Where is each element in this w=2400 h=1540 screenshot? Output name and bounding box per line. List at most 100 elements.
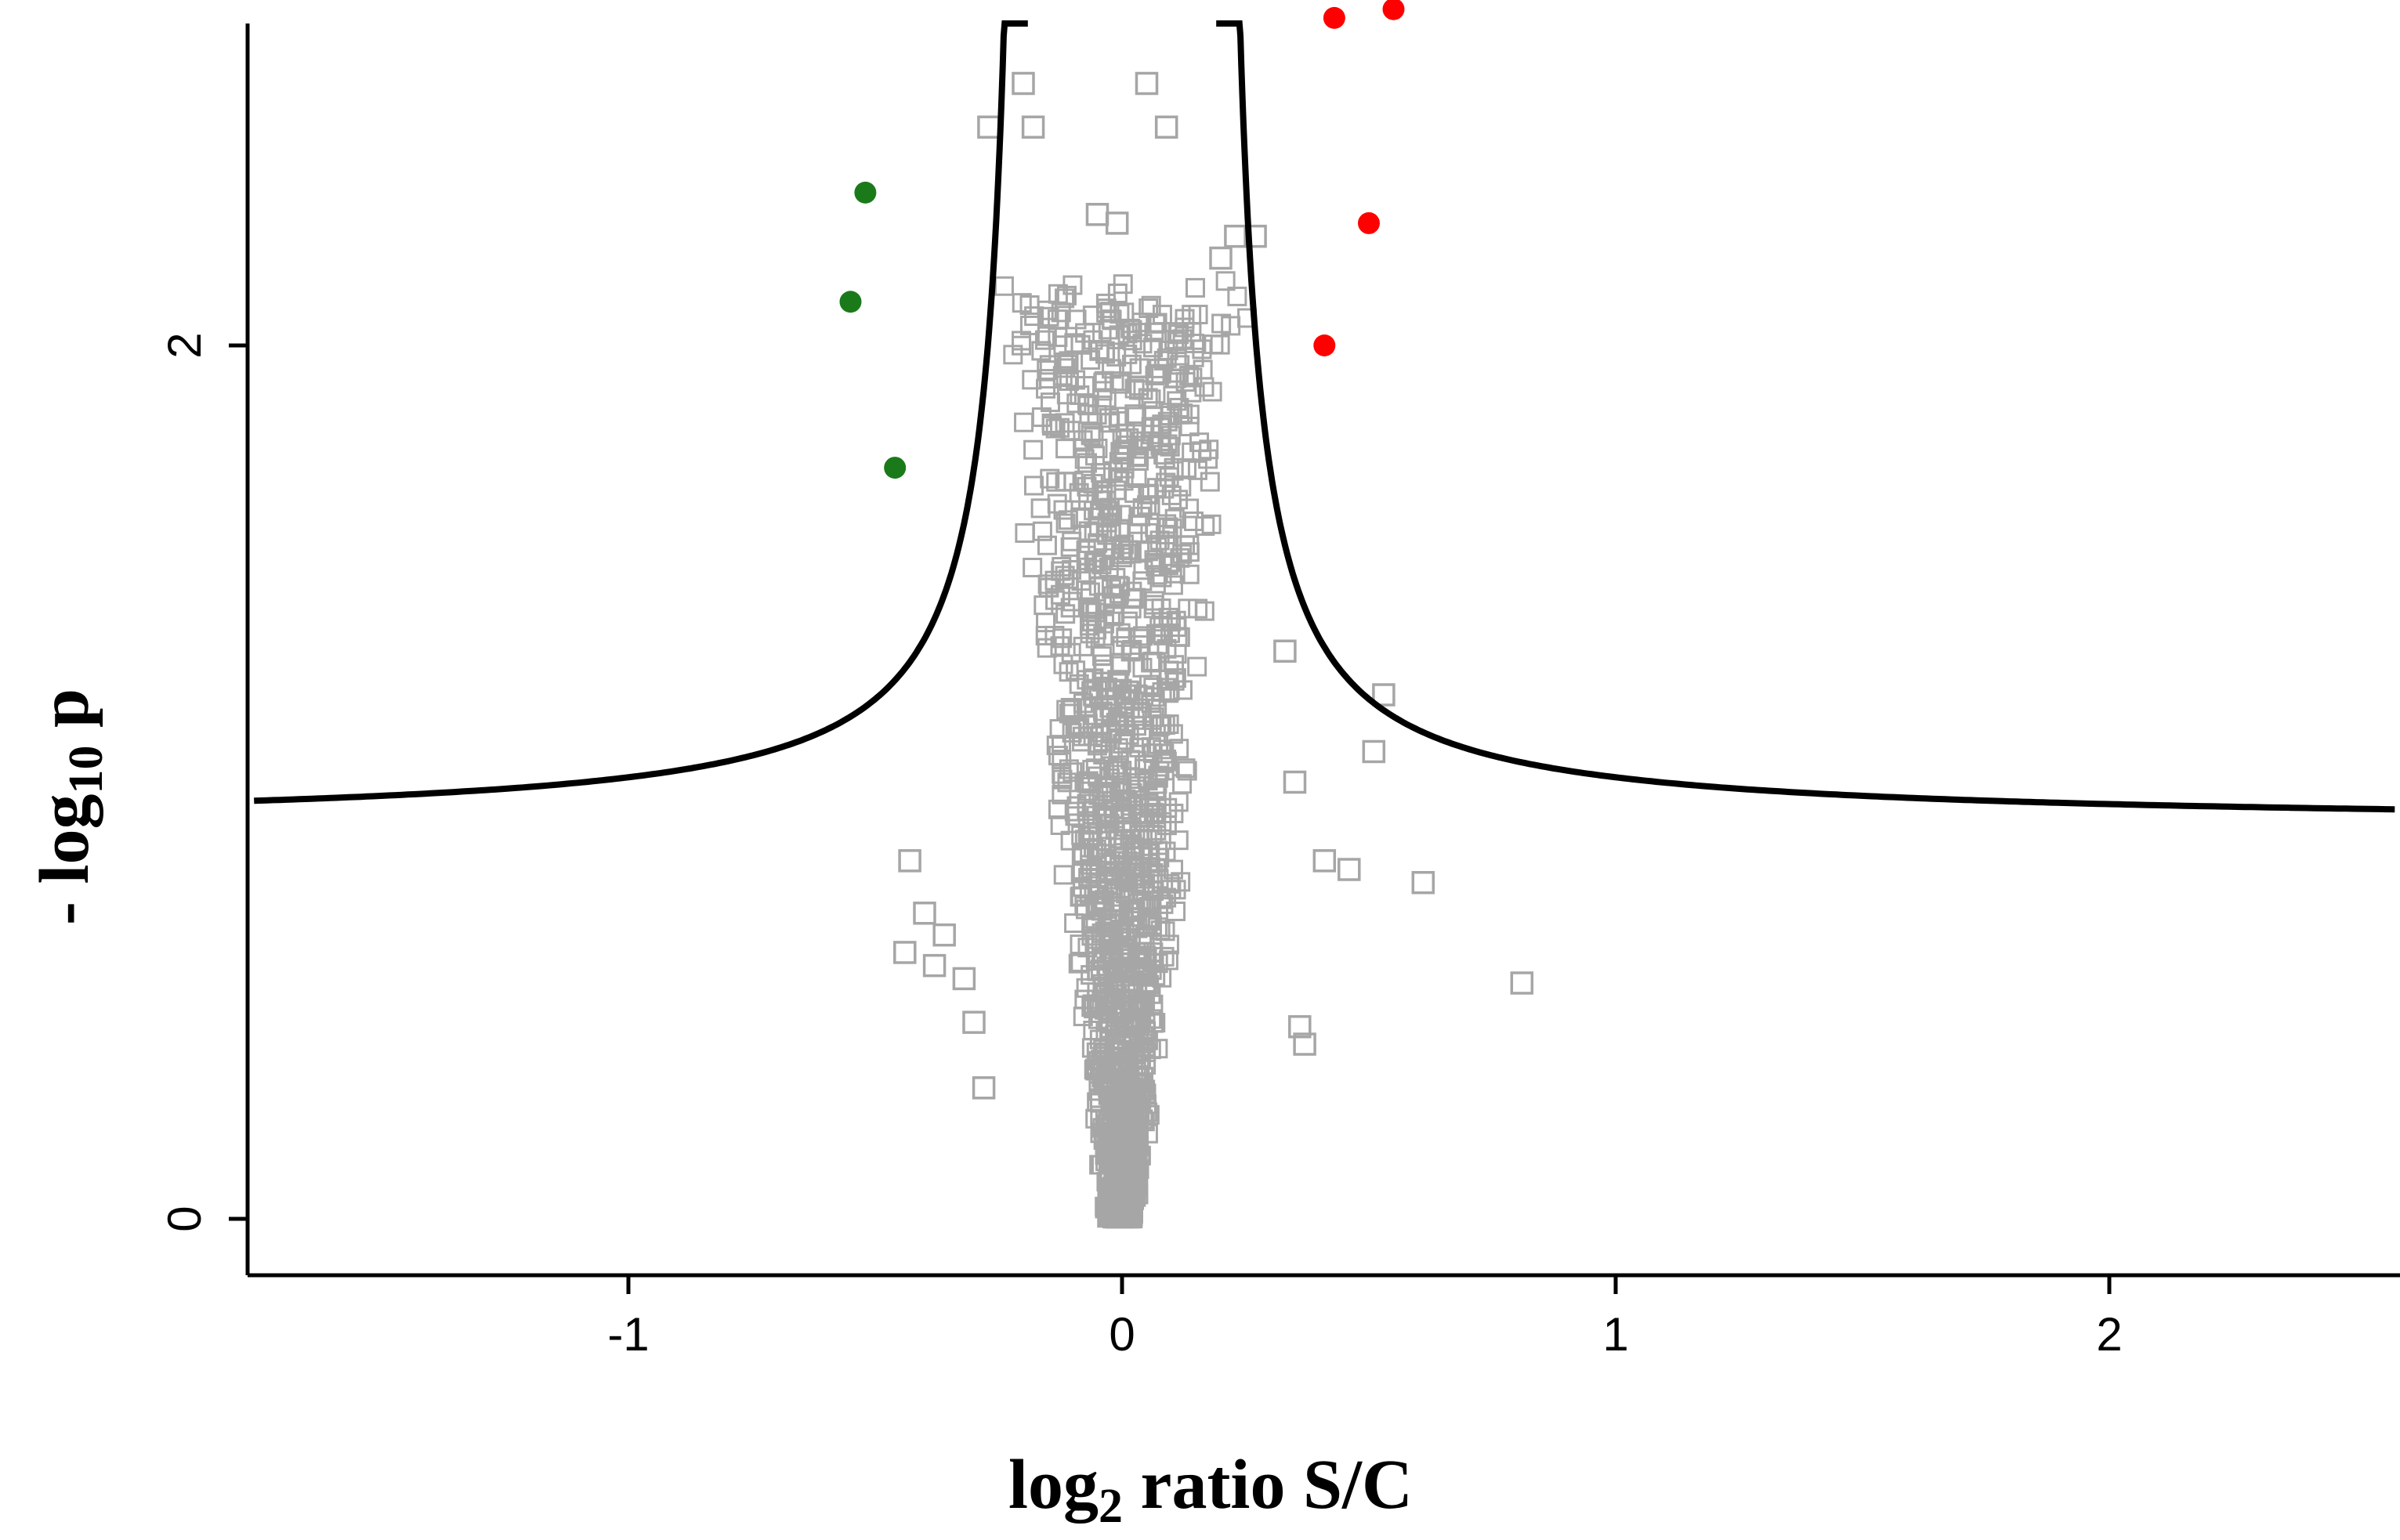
upregulated-point (1382, 0, 1405, 20)
dense-point (1144, 953, 1164, 973)
dense-point (1143, 598, 1164, 619)
dense-point (1086, 805, 1106, 826)
not-significant-point (913, 902, 936, 925)
dense-point (1087, 1092, 1107, 1112)
downregulated-point (839, 291, 862, 313)
not-significant-point (1105, 211, 1129, 235)
dense-point (1188, 598, 1208, 619)
dense-point (1107, 757, 1128, 778)
dense-point (1085, 758, 1106, 779)
dense-point (1064, 801, 1084, 822)
not-significant-point (1293, 1032, 1316, 1056)
dense-point (1099, 1109, 1119, 1130)
dense-point (1039, 577, 1059, 598)
not-significant-point (1135, 71, 1159, 96)
x-tick-label: 0 (1109, 1308, 1135, 1361)
not-significant-point (1372, 683, 1395, 707)
y-tick-label: 2 (158, 332, 211, 358)
x-tick-label: -1 (607, 1308, 649, 1361)
dense-point (1126, 1139, 1146, 1159)
dense-point (1117, 344, 1138, 364)
dense-point (1144, 550, 1164, 570)
dense-point (1140, 495, 1160, 515)
dense-point (1139, 869, 1160, 889)
dense-point (1152, 305, 1172, 325)
dense-point (1215, 271, 1236, 291)
dense-point (1172, 774, 1193, 794)
not-significant-point (1021, 115, 1045, 139)
dense-point (994, 276, 1014, 296)
not-significant-point (1154, 115, 1178, 139)
dense-point (1088, 879, 1109, 899)
dense-point (1136, 1042, 1157, 1062)
dense-point (1141, 797, 1161, 818)
dense-point (1052, 764, 1072, 784)
dense-point (1060, 537, 1081, 557)
dense-point (1077, 476, 1097, 497)
dense-point (1048, 746, 1068, 766)
dense-point (1023, 558, 1043, 578)
dense-point (1168, 830, 1189, 851)
dense-point (1204, 334, 1224, 355)
dense-point (1050, 418, 1070, 438)
dense-point (1129, 450, 1149, 471)
dense-point (1148, 1039, 1168, 1059)
dense-point (1083, 330, 1103, 350)
dense-point (1073, 438, 1094, 458)
dense-point (1227, 286, 1247, 306)
dense-point (1120, 902, 1141, 922)
dense-point (1091, 490, 1112, 510)
dense-point (1051, 735, 1071, 755)
not-significant-point (1012, 71, 1035, 96)
dense-point (1053, 335, 1073, 356)
dense-point (1149, 716, 1170, 736)
not-significant-point (893, 941, 917, 964)
x-tick-label: 1 (1602, 1308, 1628, 1361)
dense-point (1133, 560, 1153, 580)
dense-point (1135, 925, 1155, 945)
dense-point (1040, 468, 1060, 489)
dense-point (1126, 750, 1146, 771)
dense-point (1120, 681, 1141, 701)
dense-point (1066, 309, 1087, 330)
dense-point (1087, 843, 1107, 863)
x-tick-label: 2 (2096, 1308, 2122, 1361)
dense-point (1192, 339, 1212, 360)
dense-point (1173, 403, 1193, 424)
not-significant-point (972, 1076, 996, 1100)
dense-point (1178, 598, 1198, 619)
not-significant-point (1273, 639, 1297, 663)
dense-point (1055, 439, 1076, 459)
dense-point (1122, 978, 1142, 999)
dense-point (1138, 793, 1159, 814)
not-significant-point (1362, 739, 1386, 764)
dense-point (1104, 371, 1124, 392)
dense-point (1117, 611, 1138, 631)
x-axis-ticks: -1 0 1 2 (607, 1275, 2123, 1361)
dense-point (1110, 994, 1130, 1014)
dense-point (1120, 1009, 1140, 1029)
dense-point (1093, 744, 1113, 765)
dense-point (1143, 678, 1164, 698)
not-significant-point (977, 115, 1001, 139)
dense-point (1058, 510, 1078, 530)
dense-point (1194, 601, 1214, 621)
dense-point (1056, 385, 1077, 405)
dense-point (1112, 761, 1132, 781)
dense-point (1138, 853, 1159, 873)
dense-point (1113, 534, 1134, 555)
dense-point (1156, 841, 1176, 862)
dense-point (1071, 571, 1091, 591)
dense-point (1039, 306, 1059, 327)
dense-point (1052, 557, 1072, 577)
dense-point (1073, 636, 1093, 656)
dense-point (1117, 324, 1138, 344)
dense-point (1096, 689, 1117, 710)
dense-point (1055, 604, 1076, 624)
dense-point (1045, 590, 1066, 610)
dense-point (1014, 412, 1034, 432)
downregulated-point (884, 457, 907, 479)
threshold-curve-right (1216, 20, 2395, 813)
dense-point (1202, 381, 1222, 402)
dense-point (1102, 461, 1123, 481)
